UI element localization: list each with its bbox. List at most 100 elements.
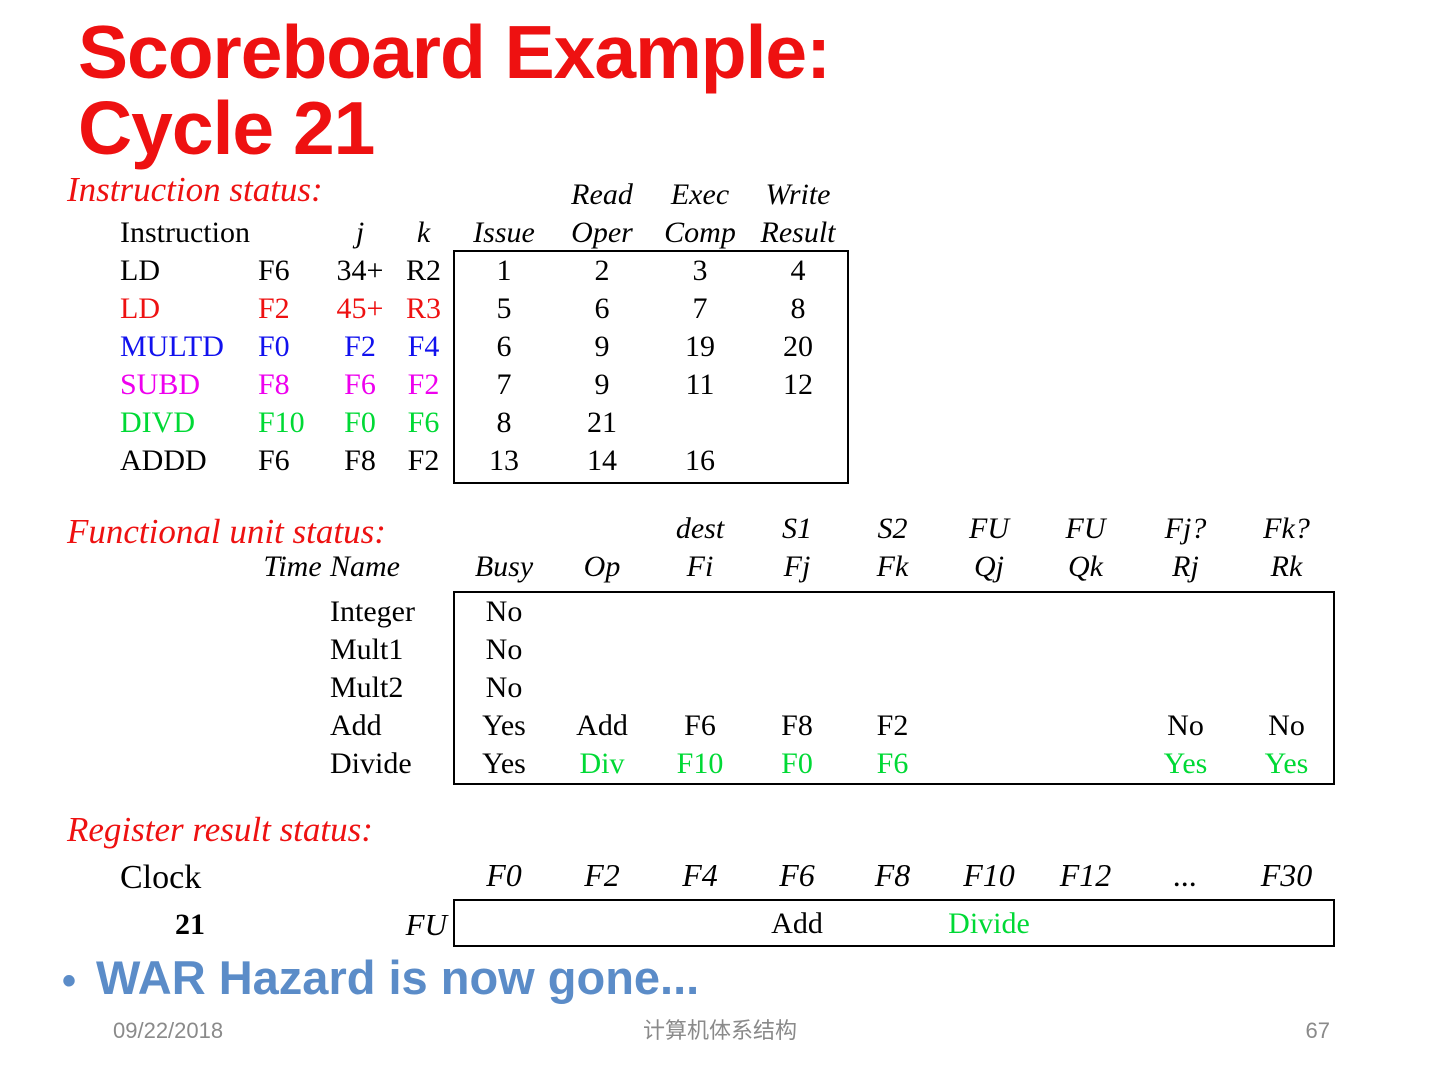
instr-op: ADDD xyxy=(120,444,207,477)
instr-k: F2 xyxy=(407,444,440,477)
reg-header-f6: F6 xyxy=(779,857,815,893)
fu-rk xyxy=(1238,631,1335,669)
fu-fj xyxy=(749,631,845,669)
instr-j: 45+ xyxy=(336,292,384,325)
bullet-text: WAR Hazard is now gone... xyxy=(96,951,700,1004)
reg-value-f30 xyxy=(1238,901,1335,947)
instr-comp: 16 xyxy=(685,444,715,477)
register-result-box xyxy=(453,899,1335,947)
reg-header-f8: F8 xyxy=(874,857,911,893)
instr-oper: 14 xyxy=(587,444,617,477)
col-header-oper: Oper xyxy=(571,216,633,249)
fu-qk xyxy=(1038,707,1133,745)
instr-k: F6 xyxy=(407,406,440,439)
instr-dest: F0 xyxy=(258,330,290,363)
clock-value: 21 xyxy=(175,908,205,941)
instr-op: LD xyxy=(120,292,160,325)
instr-result: 8 xyxy=(790,292,806,325)
fu-busy: No xyxy=(485,633,523,666)
slide-title-line1: Scoreboard Example: xyxy=(78,10,831,94)
fu-op: Div xyxy=(579,747,625,780)
instr-k: R2 xyxy=(405,254,441,287)
instr-dest: F6 xyxy=(258,254,290,287)
fu-fj xyxy=(749,593,845,631)
fu-rk: No xyxy=(1268,709,1305,742)
bullet-icon: • xyxy=(62,959,77,1003)
fu-op xyxy=(553,669,651,707)
col-header-j: j xyxy=(355,216,365,249)
col-header-busy: Busy xyxy=(474,550,534,583)
reg-value-f10: Divide xyxy=(948,907,1030,940)
fu-op xyxy=(553,631,651,669)
functional-unit-table: Integer No Mult1 No Mult2 No xyxy=(255,593,1335,783)
instr-dest: F10 xyxy=(258,406,305,439)
instr-issue: 5 xyxy=(496,292,512,325)
bullet-line: • WAR Hazard is now gone... xyxy=(62,948,699,1011)
reg-header-f2: F2 xyxy=(584,857,620,893)
slide-title-line2: Cycle 21 xyxy=(78,86,375,170)
fu-busy: Yes xyxy=(482,747,526,780)
instr-op: DIVD xyxy=(120,406,195,439)
col-header-fu-k: FU xyxy=(1065,512,1106,545)
instr-result: 20 xyxy=(783,330,813,363)
fu-rj: Yes xyxy=(1163,747,1208,780)
col-header-fj: Fj xyxy=(783,550,811,583)
instr-issue: 8 xyxy=(496,406,512,439)
fu-time xyxy=(255,631,330,669)
instr-oper: 2 xyxy=(594,254,610,287)
instr-comp: 11 xyxy=(685,368,715,401)
reg-header-f12: F12 xyxy=(1059,857,1112,893)
register-result-status-label: Register result status: xyxy=(67,810,373,849)
fu-busy: Yes xyxy=(482,709,526,742)
fu-fk: F2 xyxy=(876,709,909,742)
fu-fj xyxy=(749,669,845,707)
instr-j: F8 xyxy=(344,444,376,477)
reg-value-ellipsis xyxy=(1133,901,1238,947)
instr-j: F2 xyxy=(344,330,376,363)
col-header-op: Op xyxy=(583,550,621,583)
fu-qk xyxy=(1038,745,1133,783)
col-header-qk: Qk xyxy=(1068,550,1103,583)
fu-time xyxy=(255,745,330,783)
footer: 09/22/2018 计算机体系结构 67 xyxy=(0,1016,1440,1048)
col-header-dest: dest xyxy=(675,512,725,545)
instr-oper: 21 xyxy=(587,406,617,439)
instruction-status-table: Read Exec Write Instruction j k Issue Op… xyxy=(120,176,847,480)
footer-date: 09/22/2018 xyxy=(113,1018,224,1043)
footer-course-title: 计算机体系结构 xyxy=(642,1018,798,1043)
fu-qj xyxy=(940,593,1038,631)
reg-value-f0 xyxy=(455,901,553,947)
col-header-k: k xyxy=(416,216,431,249)
fu-fk xyxy=(845,631,940,669)
fu-name: Integer xyxy=(330,595,415,628)
fu-time xyxy=(255,669,330,707)
fu-fk xyxy=(845,593,940,631)
fu-qk xyxy=(1038,593,1133,631)
col-header-exec: Exec xyxy=(670,178,730,211)
col-header-fk: Fk xyxy=(876,550,909,583)
instr-result xyxy=(749,404,847,442)
instr-comp: 7 xyxy=(692,292,708,325)
instr-op: LD xyxy=(120,254,160,287)
fu-name: Mult1 xyxy=(330,633,404,666)
col-header-rk: Rk xyxy=(1270,550,1303,583)
instr-dest: F8 xyxy=(258,368,290,401)
instr-op: MULTD xyxy=(120,330,224,363)
fu-fk: F6 xyxy=(876,747,909,780)
col-header-comp: Comp xyxy=(664,216,736,249)
instr-issue: 13 xyxy=(489,444,519,477)
instr-j: F6 xyxy=(344,368,376,401)
col-header-instruction: Instruction xyxy=(120,216,250,249)
fu-fk xyxy=(845,669,940,707)
col-header-s1: S1 xyxy=(782,512,812,545)
col-header-result: Result xyxy=(760,216,836,249)
col-header-fj-q: Fj? xyxy=(1164,512,1207,545)
fu-fi: F6 xyxy=(684,709,716,742)
instruction-status-box xyxy=(453,250,849,484)
fu-rk: Yes xyxy=(1264,747,1309,780)
fu-fj: F0 xyxy=(781,747,813,780)
instr-dest: F2 xyxy=(258,292,290,325)
instr-dest: F6 xyxy=(258,444,290,477)
fu-row-label: FU xyxy=(405,907,447,942)
col-header-issue: Issue xyxy=(473,216,535,249)
